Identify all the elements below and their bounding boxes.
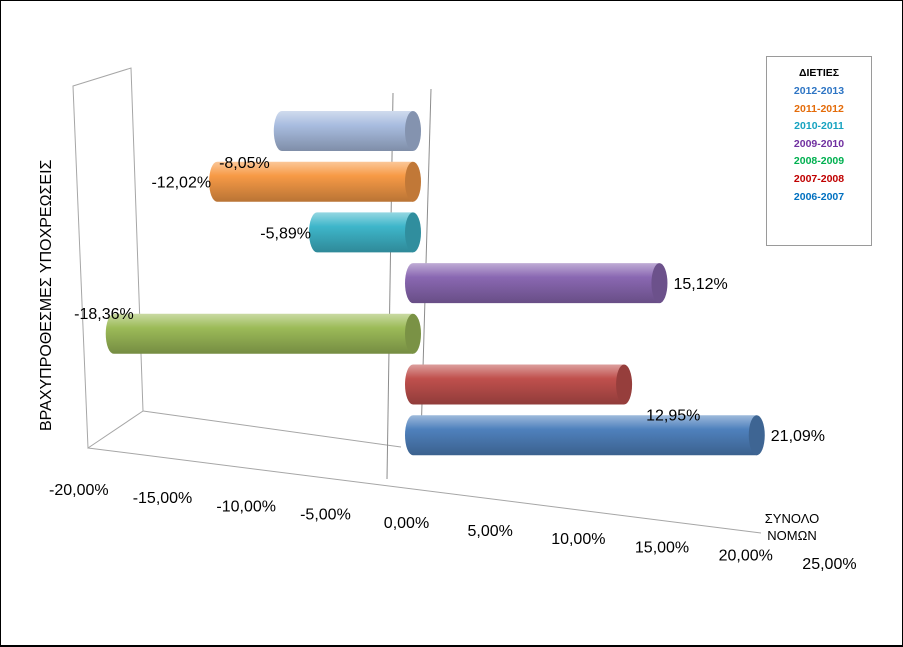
bar-body	[308, 212, 413, 253]
data-label: -8,05%	[219, 155, 270, 172]
bar-2008-2009	[105, 313, 421, 354]
y-axis-title: ΒΡΑΧΥΠΡΟΘΕΣΜΕΣ ΥΠΟΧΡΕΩΣΕΙΣ	[38, 159, 55, 431]
legend-item: 2009-2010	[793, 137, 845, 150]
bar-body	[405, 263, 660, 304]
bar-end-cap	[405, 161, 421, 202]
chart-walls	[72, 67, 762, 534]
x-tick-label: -10,00%	[216, 498, 276, 515]
legend: ΔΙΕΤΙΕΣ 2012-2013 2011-2012 2010-2011 2009-…	[766, 56, 872, 246]
category-label: ΣΥΝΟΛΟ ΝΟΜΩΝ	[765, 511, 820, 543]
bar-2011-2012	[209, 161, 421, 202]
legend-title: ΔΙΕΤΙΕΣ	[798, 67, 840, 79]
x-tick-label: -5,00%	[300, 507, 351, 524]
bar-end-cap	[405, 313, 421, 354]
data-label: 12,95%	[646, 408, 700, 425]
x-tick-label: 10,00%	[551, 531, 605, 548]
legend-item: 2007-2008	[793, 172, 845, 185]
bar-2009-2010	[405, 263, 668, 304]
x-tick-label: 0,00%	[384, 515, 429, 532]
x-tick-label: -20,00%	[49, 482, 109, 499]
bar-2006-2007	[405, 415, 765, 456]
side-wall	[72, 67, 144, 449]
data-label: -12,02%	[151, 175, 211, 192]
bar-end-cap	[405, 212, 421, 253]
data-label: 21,09%	[771, 428, 825, 445]
x-tick-label: 20,00%	[719, 548, 773, 565]
bars-group	[105, 111, 765, 456]
legend-item: 2010-2011	[794, 120, 844, 133]
x-tick-label: 25,00%	[802, 556, 856, 573]
bar-end-cap	[616, 364, 633, 405]
bar-body	[273, 111, 413, 151]
x-tick-label: -15,00%	[133, 490, 193, 507]
x-tick-label: 5,00%	[468, 523, 513, 540]
bar-2012-2013	[273, 111, 421, 151]
zero-line-front	[386, 92, 394, 480]
data-label: -18,36%	[74, 306, 134, 323]
legend-items: 2012-2013 2011-2012 2010-2011 2009-2010 2008…	[767, 83, 871, 206]
bar-body	[405, 415, 757, 456]
legend-item: 2006-2007	[793, 190, 845, 203]
bar-end-cap	[748, 415, 765, 456]
legend-item: 2012-2013	[793, 85, 845, 97]
bar-body	[405, 364, 625, 405]
bar-body	[105, 313, 414, 354]
data-labels-group: -8,05% -12,02% -5,89% 15,12% -18,36% 12,95% 21…	[74, 155, 825, 445]
data-label: -5,89%	[260, 225, 311, 242]
legend-item: 2008-2009	[793, 155, 845, 168]
x-tick-label: 15,00%	[635, 539, 689, 556]
bar-end-cap	[651, 263, 668, 304]
bar-2007-2008	[405, 364, 633, 405]
data-label: 15,12%	[673, 276, 727, 293]
legend-item: 2011-2012	[794, 102, 844, 115]
floor-front-edge	[87, 447, 762, 534]
bar-end-cap	[405, 111, 421, 151]
floor-back-edge	[142, 410, 402, 448]
bar-body	[209, 161, 413, 202]
x-tick-labels-group: -20,00% -15,00% -10,00% -5,00% 0,00% 5,00% 10,…	[49, 482, 857, 573]
bar-2010-2011	[308, 212, 421, 253]
